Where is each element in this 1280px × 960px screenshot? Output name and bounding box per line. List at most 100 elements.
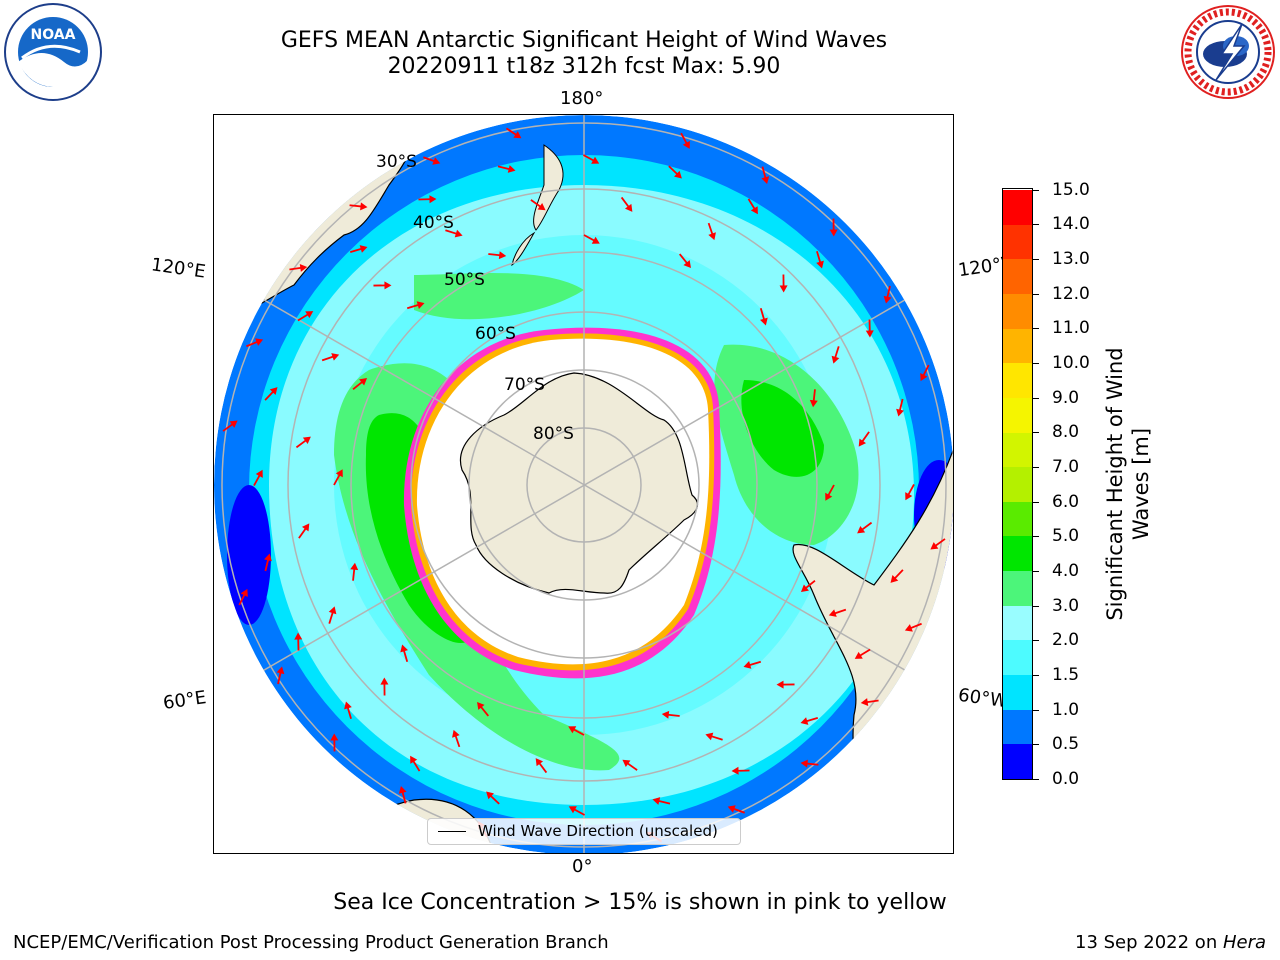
wave-arrow-head [568,726,577,734]
wave-arrow-head [743,661,752,669]
wave-arrow-head [477,701,485,710]
colorbar-tick [1033,328,1039,330]
wave-arrow-head [335,469,343,478]
wave-arrow-head [398,786,407,794]
wave-arrow-head [359,245,368,253]
wave-arrow-head [255,338,264,346]
wave-arrow-head [800,717,809,725]
colorbar-tick [1033,432,1039,434]
wave-arrow-head [410,755,418,764]
footer-date-text: 13 Sep 2022 on [1075,932,1223,953]
wind-wave-arrows [222,127,946,843]
wave-arrow-head [652,797,661,805]
wave-arrow-head [384,281,392,290]
wave-arrow-head [432,157,441,165]
colorbar-tick [1033,640,1039,642]
wave-arrow-head [890,575,899,583]
wave-arrow-head [829,229,838,237]
wave-arrow-head [568,806,577,814]
wave-arrow-head [264,553,272,562]
wave-arrow-head [240,588,248,597]
colorbar-tick-label: 11.0 [1052,318,1090,339]
colorbar-tick-label: 14.0 [1052,214,1090,235]
colorbar-tick [1033,501,1039,503]
colorbar-tick [1033,570,1039,572]
wave-arrow-head [705,732,714,741]
colorbar-tick-label: 1.0 [1052,699,1080,720]
colorbar-segment [1003,709,1032,745]
map-legend: Wind Wave Direction (unscaled) [427,818,741,845]
lat-label-50s: 50°S [444,270,485,290]
longitude-lines [214,115,953,853]
wave-arrow-head [591,236,600,244]
colorbar-segment [1003,501,1032,537]
colorbar-tick-label: 4.0 [1052,560,1080,581]
colorbar-tick [1033,605,1039,607]
colorbar-tick-label: 15.0 [1052,179,1090,200]
wave-arrow-head [331,353,340,361]
wave-arrow-head [816,260,824,269]
legend-label: Wind Wave Direction (unscaled) [478,822,718,840]
wave-arrow-head [380,677,389,685]
colorbar-tick [1033,709,1039,711]
lat-label-60s: 60°S [475,324,516,344]
colorbar-tick-label: 13.0 [1052,248,1090,269]
colorbar-tick [1033,293,1039,295]
colorbar-segment [1003,535,1032,572]
wave-arrow-head [535,758,544,767]
wave-arrow-head [750,206,758,215]
wave-arrow-head [537,202,546,211]
colorbar-tick [1033,362,1039,364]
wave-arrow-head [591,156,600,164]
wave-arrow-head [831,355,840,364]
wave-arrow-head [302,436,311,445]
wave-arrow-head [883,295,892,304]
sea-ice-note: Sea Ice Concentration > 15% is shown in … [333,890,947,915]
wave-arrow-head [857,525,866,534]
colorbar-tick-label: 3.0 [1052,595,1080,616]
colorbar-segment [1003,397,1032,433]
colorbar-tick-label: 10.0 [1052,352,1090,373]
wave-arrow-head [350,562,359,571]
wave-arrow-head [904,624,913,632]
colorbar-tick [1033,744,1039,746]
wave-arrow-head [269,387,278,395]
colorbar-segment [1003,362,1032,398]
footer-credit: NCEP/EMC/Verification Post Processing Pr… [13,932,609,953]
colorbar-tick [1033,189,1039,191]
colorbar-tick-label: 8.0 [1052,422,1080,443]
wave-arrow-head [229,420,238,428]
lon-label-180: 180° [560,88,604,109]
lat-label-40s: 40°S [413,213,454,233]
wave-arrow-head [865,330,874,338]
map-panel[interactable] [213,114,954,854]
colorbar-tick [1033,466,1039,468]
colorbar [1002,188,1033,780]
wave-arrow-head [920,373,928,382]
wave-arrow-head [727,805,736,813]
wave-arrow-head [825,492,833,501]
noaa-logo: NOAA [4,3,102,101]
wave-arrow-head [930,542,939,550]
wave-arrow-head [416,301,425,309]
wave-arrow-head [828,609,837,617]
antarctic-wave-map [214,115,953,853]
wave-arrow-head [682,140,690,149]
wave-arrow-head [305,311,314,319]
wave-arrow-head [255,469,263,478]
wave-arrow-head [452,729,460,738]
lat-label-70s: 70°S [504,375,545,395]
colorbar-tick [1033,779,1039,780]
wave-arrow-head [400,644,408,653]
wave-arrow-head [486,791,494,800]
colorbar-segment [1003,605,1032,641]
wave-arrow-head [800,584,809,592]
colorbar-segment [1003,674,1032,710]
page-title: GEFS MEAN Antarctic Significant Height o… [280,28,888,53]
colorbar-tick [1033,224,1039,226]
colorbar-tick-label: 0.5 [1052,734,1080,755]
wave-arrow-head [330,733,339,741]
wave-arrow-head [624,203,633,212]
footer-date: 13 Sep 2022 on Hera [1075,932,1266,953]
wave-arrow-head [731,766,739,775]
